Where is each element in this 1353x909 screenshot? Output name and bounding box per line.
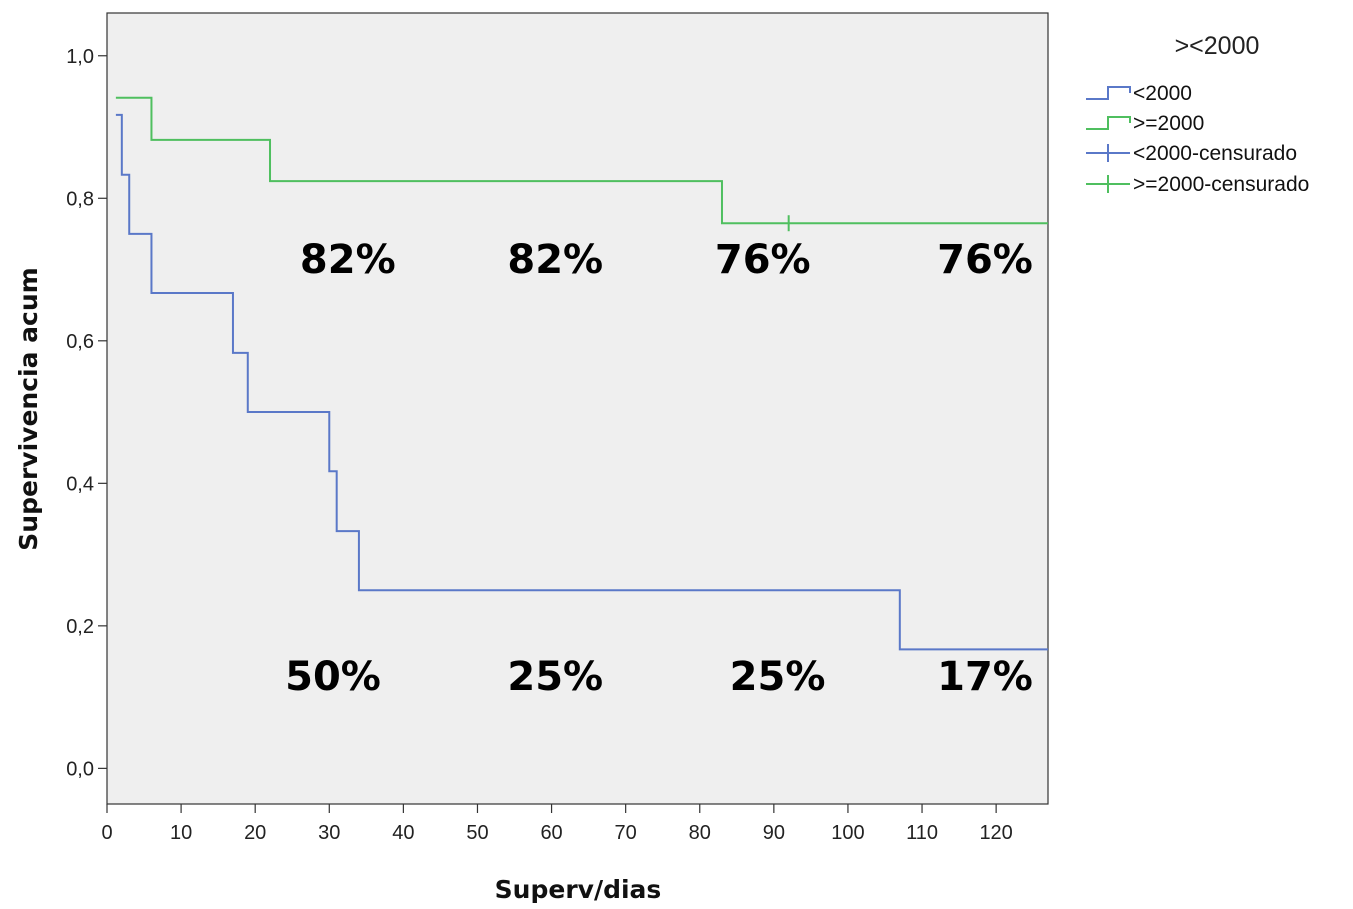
y-axis: 0,0 0,2 0,4 0,6 0,8 1,0: [66, 46, 107, 780]
x-tick-label: 70: [615, 822, 637, 844]
x-tick-label: 30: [318, 822, 340, 844]
y-tick-label: 1,0: [66, 46, 94, 68]
y-tick-label: 0,4: [66, 473, 94, 495]
legend-label: >=2000-censurado: [1133, 173, 1309, 196]
x-tick-label: 50: [466, 822, 488, 844]
survival-annotation: 25%: [507, 654, 603, 700]
y-tick-label: 0,2: [66, 616, 94, 638]
x-tick-label: 110: [906, 822, 938, 844]
series-line-ge2000: [115, 96, 1048, 225]
y-tick-label: 0,8: [66, 188, 94, 210]
x-axis-title: Superv/dias: [495, 875, 662, 904]
x-tick-label: 100: [831, 822, 864, 844]
x-tick-label: 60: [540, 822, 562, 844]
y-tick-label: 0,6: [66, 331, 94, 353]
survival-annotation: 82%: [507, 237, 603, 283]
x-tick-label: 120: [979, 822, 1012, 844]
legend: ><2000 <2000 >=2000 <2000-censurado >=2000-…: [1086, 32, 1309, 196]
plot-area: [106, 12, 1049, 805]
survival-annotation: 17%: [937, 654, 1033, 700]
legend-title: ><2000: [1175, 32, 1260, 60]
x-tick-label: 80: [689, 822, 711, 844]
legend-label: <2000: [1133, 82, 1192, 105]
x-tick-label: 40: [392, 822, 414, 844]
survival-annotation: 76%: [715, 237, 811, 283]
x-axis: 0 10 20 30 40 50 60 70 80 90 100 110 120: [101, 804, 1013, 844]
series-layer: [115, 96, 1048, 651]
y-tick-label: 0,0: [66, 758, 94, 780]
survival-annotation: 76%: [937, 237, 1033, 283]
legend-step-symbol: [1086, 116, 1131, 130]
legend-label: >=2000: [1133, 112, 1204, 135]
x-tick-label: 10: [170, 822, 192, 844]
x-tick-label: 20: [244, 822, 266, 844]
annotation-layer: 82% 82% 76% 76% 50% 25% 25% 17%: [285, 237, 1033, 700]
legend-step-symbol: [1086, 86, 1131, 100]
survival-annotation: 82%: [300, 237, 396, 283]
x-tick-label: 90: [763, 822, 785, 844]
series-line-lt2000: [115, 113, 1048, 651]
survival-annotation: 50%: [285, 654, 381, 700]
y-axis-title: Supervivencia acum: [14, 267, 43, 550]
survival-annotation: 25%: [730, 654, 826, 700]
x-tick-label: 0: [101, 822, 112, 844]
legend-label: <2000-censurado: [1133, 142, 1297, 165]
